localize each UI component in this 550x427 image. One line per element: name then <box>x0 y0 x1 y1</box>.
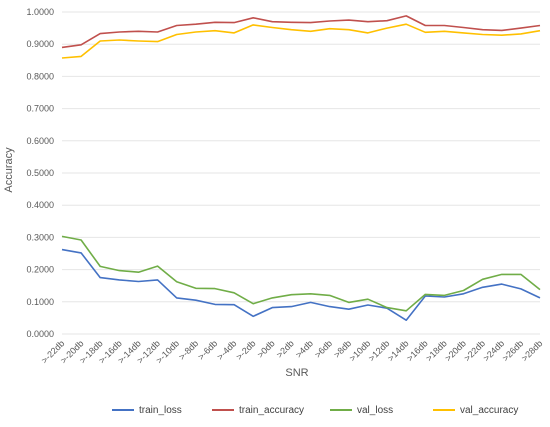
y-tick-label: 0.0000 <box>26 329 54 339</box>
x-tick-label: >28db <box>519 338 544 363</box>
legend-label: val_accuracy <box>460 405 518 416</box>
x-tick-label: >-6db <box>196 338 220 362</box>
series-lines <box>61 15 541 322</box>
y-tick-label: 0.5000 <box>26 168 54 178</box>
y-tick-label: 0.8000 <box>26 71 54 81</box>
x-tick-label: >0db <box>255 338 276 359</box>
y-tick-label: 1.0000 <box>26 7 54 17</box>
legend-label: train_accuracy <box>239 405 304 416</box>
series-line-val-accuracy <box>61 23 541 59</box>
y-tick-labels: 0.0000 0.1000 0.2000 0.3000 0.4000 0.5000 0.60… <box>26 7 54 339</box>
y-tick-label: 0.7000 <box>26 104 54 114</box>
y-axis-title: Accuracy <box>3 147 15 193</box>
series-line-train-accuracy <box>61 15 541 49</box>
series-line-val-loss <box>61 235 541 312</box>
x-tick-label: >-2db <box>234 338 258 362</box>
x-tick-labels: >-22db>-20db>-18db>-16db>-14db>-12db>-10… <box>39 338 544 365</box>
y-tick-label: 0.1000 <box>26 297 54 307</box>
y-tick-label: 0.3000 <box>26 232 54 242</box>
y-tick-label: 0.2000 <box>26 265 54 275</box>
x-tick-label: >-4db <box>215 338 239 362</box>
series-line-train-loss <box>61 248 541 322</box>
legend: train_loss train_accuracy val_loss val_accu… <box>112 405 518 416</box>
x-tick-label: >-8db <box>177 338 201 362</box>
grid-lines <box>62 11 540 335</box>
x-axis-title: SNR <box>285 367 308 379</box>
legend-label: train_loss <box>139 405 182 416</box>
y-tick-label: 0.6000 <box>26 136 54 146</box>
y-tick-label: 0.4000 <box>26 200 54 210</box>
x-tick-label: >4db <box>294 338 315 359</box>
x-tick-label: >2db <box>274 338 295 359</box>
y-tick-label: 0.9000 <box>26 39 54 49</box>
x-tick-label: >6db <box>313 338 334 359</box>
legend-label: val_loss <box>357 405 393 416</box>
